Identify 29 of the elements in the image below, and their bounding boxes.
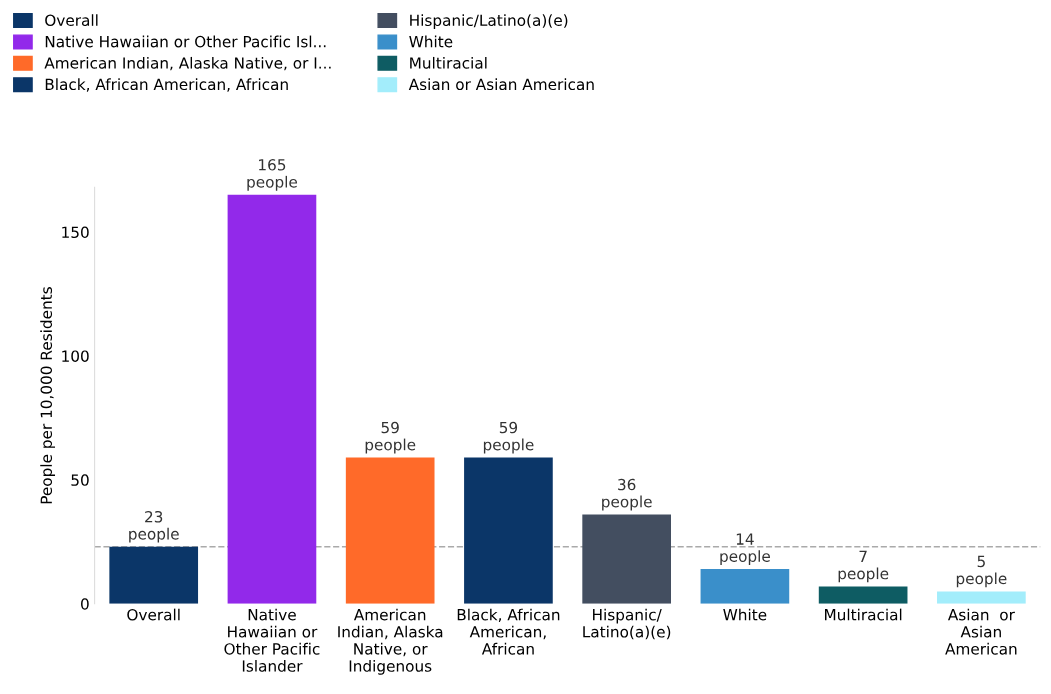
legend-label: Black, African American, African <box>45 78 288 92</box>
y-axis-title: People per 10,000 Residents <box>40 287 56 504</box>
x-tick-label: Native Hawaiian or Other Pacific Islander <box>224 608 320 672</box>
data-label: 23 people <box>129 510 179 543</box>
data-label: 5 people <box>956 555 1007 588</box>
legend-label: Multiracial <box>410 56 487 69</box>
data-label: 59 people <box>365 421 416 454</box>
legend-label: Hispanic/Latino(a)(e) <box>410 14 568 29</box>
legend-label: Asian or Asian American <box>408 78 594 91</box>
data-label: 59 people <box>483 421 534 454</box>
x-tick-label: Multiracial <box>825 608 902 621</box>
x-tick-label: Asian or Asian American <box>945 608 1017 655</box>
x-tick-label: Overall <box>127 608 180 621</box>
legend-label: White <box>409 35 453 48</box>
x-tick-label: Black, African American, African <box>457 608 560 655</box>
y-tick-label: 100 <box>62 350 89 362</box>
y-tick-label: 50 <box>71 474 89 486</box>
x-tick-label: American Indian, Alaska Native, or Indigenous <box>338 608 443 675</box>
data-label: 14 people <box>720 533 770 565</box>
y-tick-label: 0 <box>81 598 89 610</box>
x-tick-label: White <box>723 608 767 621</box>
y-tick-label: 150 <box>62 226 89 239</box>
legend-label: Overall <box>45 14 98 27</box>
legend-label: Native Hawaiian or Other Pacific Isl... <box>45 35 326 48</box>
data-label: 7 people <box>838 550 889 583</box>
legend-label: American Indian, Alaska Native, or I... <box>44 56 331 71</box>
data-label: 165 people <box>247 159 298 191</box>
data-label: 36 people <box>602 478 652 511</box>
x-tick-label: Hispanic/ Latino(a)(e) <box>583 608 671 640</box>
